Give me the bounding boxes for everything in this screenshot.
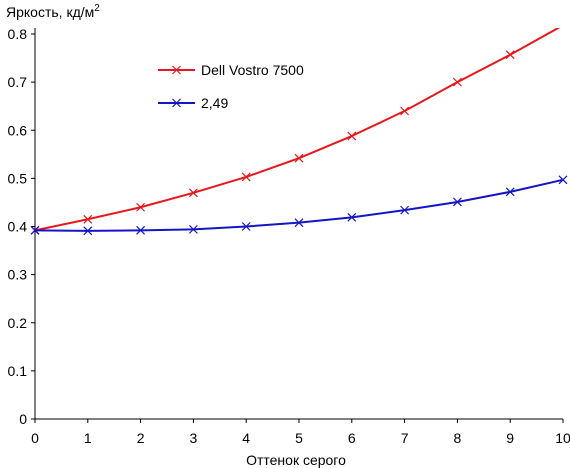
data-point — [83, 214, 93, 224]
y-axis-title-superscript: 2 — [94, 3, 100, 14]
x-tick-label: 10 — [555, 430, 570, 446]
y-tick-label: 0.6 — [8, 122, 28, 138]
x-tick-label: 5 — [295, 430, 303, 446]
data-point — [30, 225, 40, 235]
data-point — [347, 212, 357, 222]
x-tick-label: 2 — [137, 430, 145, 446]
data-point — [452, 77, 462, 87]
x-axis-title: Оттенок серого — [246, 452, 346, 468]
data-point — [505, 187, 515, 197]
y-axis-title-text: Яркость, кд/м — [6, 4, 94, 20]
x-tick-label: 1 — [84, 430, 92, 446]
chart-legend: Dell Vostro 7500 2,49 — [158, 62, 304, 111]
x-tick-label: 0 — [31, 430, 39, 446]
data-point — [188, 188, 198, 198]
x-tick-label: 4 — [242, 430, 250, 446]
data-point — [294, 218, 304, 228]
data-point — [241, 172, 251, 182]
legend-marker — [172, 65, 181, 75]
data-point — [83, 226, 93, 236]
y-tick-label: 0.1 — [8, 363, 28, 379]
x-tick-label: 6 — [348, 430, 356, 446]
data-point — [294, 153, 304, 163]
chart-series-layer — [30, 28, 568, 236]
data-point — [400, 106, 410, 116]
data-point — [400, 205, 410, 215]
legend-entry: Dell Vostro 7500 — [158, 62, 304, 78]
data-point — [347, 131, 357, 141]
y-tick-label: 0.2 — [8, 315, 28, 331]
legend-marker — [172, 98, 181, 108]
data-point — [241, 222, 251, 231]
data-point — [188, 224, 198, 234]
chart-axes: 0 0.1 0.2 0.3 0.4 0.5 0.6 0.7 0.8 0 1 2 3 4 5 6 7 8 9 10 — [8, 26, 570, 446]
data-point — [452, 197, 462, 207]
x-tick-label: 9 — [506, 430, 514, 446]
y-tick-label: 0.7 — [8, 74, 28, 90]
series-line — [35, 28, 561, 232]
data-point — [505, 50, 515, 60]
x-tick-label: 3 — [190, 430, 198, 446]
legend-label: 2,49 — [201, 95, 228, 111]
x-tick-label: 7 — [401, 430, 409, 446]
data-point — [558, 175, 568, 185]
y-tick-label: 0.5 — [8, 170, 28, 186]
x-tick-label: 8 — [454, 430, 462, 446]
data-point — [136, 225, 146, 235]
y-axis-title: Яркость, кд/м2 — [6, 3, 100, 20]
y-tick-label: 0.4 — [8, 219, 28, 235]
series-2 — [30, 175, 568, 236]
series-1 — [30, 28, 561, 235]
y-tick-label: 0.3 — [8, 267, 28, 283]
y-tick-label: 0 — [19, 411, 27, 427]
legend-label: Dell Vostro 7500 — [201, 62, 304, 78]
y-tick-label: 0.8 — [8, 26, 28, 42]
data-point — [136, 202, 146, 212]
legend-entry: 2,49 — [158, 95, 228, 111]
